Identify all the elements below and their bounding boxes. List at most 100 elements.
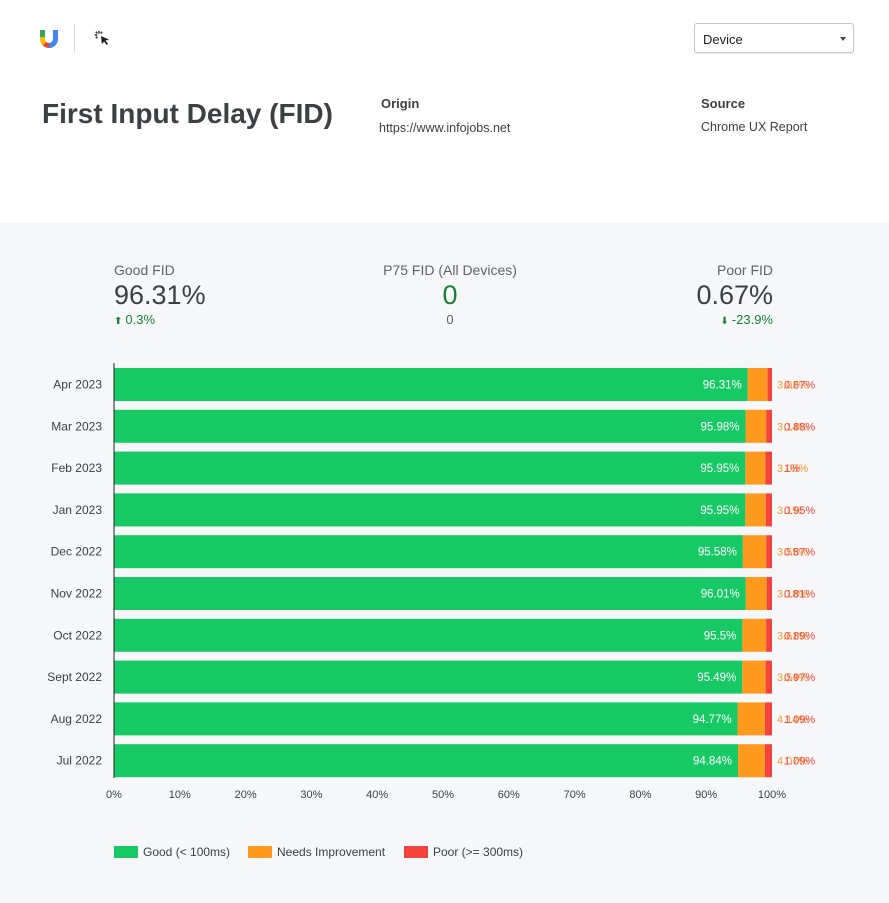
data-label: 3.02% (777, 380, 808, 392)
kpi-p75: P75 FID (All Devices) 0 0 (350, 262, 550, 327)
kpi-poor-change: ⬇ -23.9% (623, 312, 773, 327)
legend-swatch (404, 846, 428, 858)
kpi-good-value: 96.31% (114, 280, 206, 310)
x-tick-label: 20% (235, 789, 257, 801)
fid-distribution-chart: Apr 2023 96.31% 3.02%0.67% Mar 2023 95.98% 3.… (47, 363, 815, 801)
kpi-good-label: Good FID (114, 262, 175, 278)
data-label: 1% (784, 463, 800, 475)
data-label: 0.67% (784, 380, 815, 392)
arrow-up-icon: ⬆ (114, 316, 123, 327)
data-label: 95.49% (697, 672, 736, 684)
bar-segment (745, 577, 767, 610)
chevron-down-icon (840, 37, 846, 41)
legend-label: Needs Improvement (277, 845, 386, 859)
bar-segment (764, 744, 772, 778)
bar-segment (114, 535, 743, 569)
bar-segment (766, 409, 772, 443)
legend-label: Good (< 100ms) (143, 845, 231, 859)
data-label: 94.77% (693, 714, 732, 726)
bar-segment (114, 368, 748, 401)
device-select-value: Device (703, 32, 743, 47)
bar-segment (742, 535, 767, 569)
category-label: Apr 2023 (53, 378, 102, 392)
x-tick-label: 40% (366, 789, 388, 801)
data-label: 3.55% (777, 547, 808, 559)
arrow-down-icon: ⬇ (720, 316, 729, 327)
origin-value: https://www.infojobs.net (379, 121, 511, 135)
bar-segment (114, 702, 738, 736)
device-select[interactable]: Device (694, 23, 854, 53)
x-tick-label: 70% (564, 789, 586, 801)
x-tick-label: 60% (498, 789, 520, 801)
data-label: 96.31% (703, 380, 742, 392)
data-label: 3.54% (777, 672, 808, 684)
report-body: Good FID 96.31% ⬆ 0.3% P75 FID (All Devic… (0, 222, 889, 903)
bar-segment (114, 618, 743, 652)
category-label: Mar 2023 (51, 419, 102, 433)
bar-segment (742, 618, 767, 652)
bar-segment (765, 493, 772, 527)
data-label: 4.07% (777, 756, 808, 768)
web-vitals-logo-icon (40, 30, 58, 48)
data-label: 0.88% (784, 421, 815, 433)
cursor-click-icon[interactable] (94, 30, 112, 48)
kpi-poor-label: Poor FID (716, 262, 773, 278)
x-tick-label: 80% (629, 789, 651, 801)
kpi-p75-label: P75 FID (All Devices) (383, 262, 517, 278)
source-label: Source (701, 96, 746, 111)
x-tick-label: 50% (432, 789, 454, 801)
x-tick-label: 0% (106, 789, 122, 801)
x-tick-label: 30% (300, 789, 322, 801)
data-label: 1.09% (784, 756, 815, 768)
category-label: Nov 2022 (51, 587, 103, 601)
data-label: 95.5% (704, 630, 737, 642)
data-label: 0.87% (784, 547, 815, 559)
x-tick-label: 90% (695, 789, 717, 801)
data-label: 95.95% (700, 505, 739, 517)
bar-segment (114, 744, 739, 778)
kpi-good-change-value: 0.3% (125, 312, 156, 327)
x-tick-label: 100% (758, 789, 786, 801)
origin-label: Origin (381, 96, 420, 111)
page-title: First Input Delay (FID) (42, 98, 333, 129)
kpi-poor: Poor FID 0.67% ⬇ -23.9% (623, 262, 773, 327)
data-label: 95.95% (700, 463, 739, 475)
data-label: 0.89% (784, 630, 815, 642)
kpi-good: Good FID 96.31% ⬆ 0.3% (114, 262, 206, 327)
bar-segment (765, 660, 772, 694)
category-label: Feb 2023 (51, 461, 102, 475)
x-tick-label: 10% (169, 789, 191, 801)
bar-segment (114, 660, 743, 694)
bar-segment (747, 368, 768, 401)
data-label: 4.14% (777, 714, 808, 726)
bar-segment (745, 451, 766, 485)
category-label: Sept 2022 (47, 670, 102, 684)
data-label: 95.98% (701, 421, 740, 433)
bar-segment (114, 577, 746, 610)
bar-segment (114, 493, 746, 527)
data-label: 0.95% (784, 505, 815, 517)
kpi-p75-value: 0 (442, 280, 458, 310)
data-label: 1.09% (784, 714, 815, 726)
category-label: Jan 2023 (53, 503, 103, 517)
category-label: Aug 2022 (51, 712, 103, 726)
data-label: 3.61% (777, 630, 808, 642)
bar-segment (738, 744, 765, 778)
legend-swatch (114, 846, 138, 858)
legend-swatch (248, 846, 272, 858)
data-label: 3.1% (777, 505, 802, 517)
kpi-poor-value: 0.67% (696, 280, 773, 310)
source-value: Chrome UX Report (701, 120, 808, 134)
bar-segment (766, 618, 772, 652)
data-label: 0.81% (784, 589, 815, 601)
kpi-p75-sub: 0 (446, 312, 454, 327)
bar-segment (765, 451, 772, 485)
kpi-good-change: ⬆ 0.3% (114, 312, 206, 327)
bar-segment (767, 368, 772, 401)
kpi-poor-change-value: -23.9% (731, 312, 773, 327)
header-divider (74, 24, 75, 53)
bar-segment (742, 660, 766, 694)
category-label: Oct 2022 (53, 628, 102, 642)
data-label: 0.97% (784, 672, 815, 684)
data-label: 95.58% (698, 547, 737, 559)
